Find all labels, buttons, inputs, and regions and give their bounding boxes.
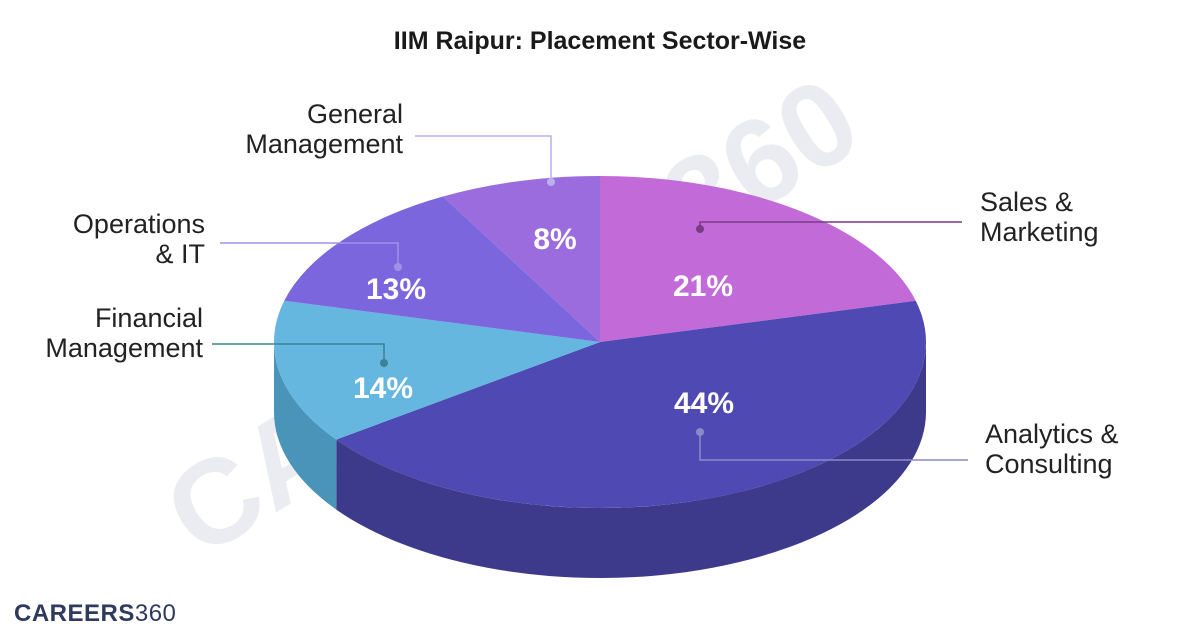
category-label-2: Financial Management (45, 303, 203, 363)
pie-slice-1 (336, 300, 926, 508)
leader-dot-3 (394, 263, 402, 271)
leader-line-3 (220, 242, 399, 267)
percentage-labels: 21% 44% 14% 13% 8% (353, 223, 734, 420)
brand-name: CAREERS (14, 600, 135, 627)
category-label-line: Management (45, 333, 203, 363)
category-labels: Sales & Marketing Analytics & Consulting Fin… (45, 99, 1118, 479)
data-label-0: 21% (673, 270, 733, 303)
brand-number: 360 (134, 600, 177, 627)
data-label-3: 13% (366, 273, 426, 306)
pie-slice-3 (284, 196, 600, 342)
data-label-2: 14% (353, 372, 413, 405)
pie-tops (273, 176, 926, 508)
category-label-line: Analytics & (985, 419, 1119, 449)
leader-dot-0 (696, 225, 704, 233)
category-label-line: Sales & (980, 187, 1073, 217)
data-label-1: 44% (674, 387, 734, 420)
pie-side-2 (274, 342, 337, 510)
leader-line-1 (699, 432, 968, 461)
pie-sides (274, 342, 926, 578)
category-label-line: General (307, 99, 403, 129)
pie-slice-2 (273, 300, 600, 440)
category-label-line: Marketing (980, 217, 1099, 247)
pie-side-1 (336, 342, 926, 578)
leader-dot-4 (547, 178, 555, 186)
category-label-1: Analytics & Consulting (985, 419, 1119, 479)
leader-line-4 (415, 135, 552, 182)
category-label-line: Operations (73, 209, 205, 239)
leader-line-2 (212, 343, 385, 363)
careers360-logo: CAREERS360 (14, 600, 176, 628)
leader-lines (212, 135, 968, 461)
category-label-line: Financial (95, 303, 203, 333)
category-label-0: Sales & Marketing (980, 187, 1099, 247)
leader-dot-1 (696, 428, 704, 436)
category-label-4: General Management (245, 99, 403, 159)
pie-slice-0 (600, 176, 916, 342)
category-label-line: & IT (155, 239, 205, 269)
chart-title: IIM Raipur: Placement Sector-Wise (394, 27, 806, 55)
category-label-3: Operations & IT (73, 209, 205, 269)
data-label-4: 8% (533, 223, 576, 256)
category-label-line: Consulting (985, 449, 1113, 479)
leader-dot-2 (380, 359, 388, 367)
category-label-line: Management (245, 129, 403, 159)
pie-slice-4 (442, 176, 600, 342)
